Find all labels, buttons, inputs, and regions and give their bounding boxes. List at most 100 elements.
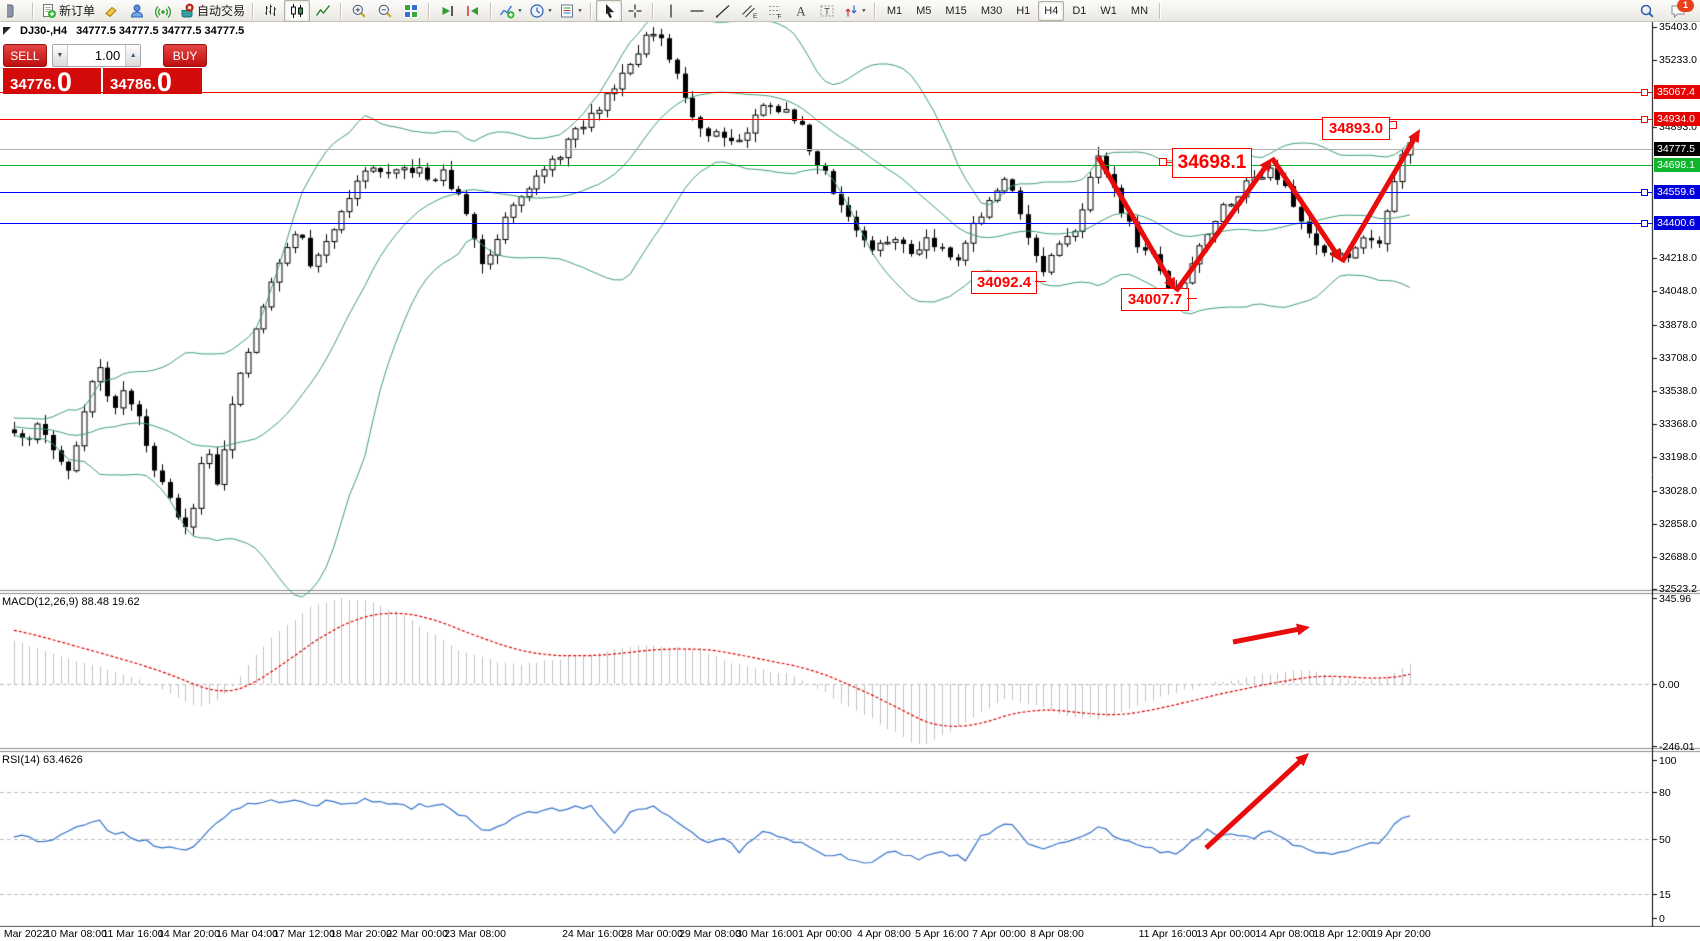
sell-button[interactable]: SELL xyxy=(3,44,47,67)
dropdown-caret-icon: ▼ xyxy=(860,8,867,13)
price-level-axis-label: 34934.0 xyxy=(1654,112,1700,126)
sell-price-display[interactable]: 34776. 0 xyxy=(3,68,101,96)
price-axis-tick-label: 32688.0 xyxy=(1659,551,1697,563)
metaeditor-button[interactable] xyxy=(98,0,124,22)
chart-title-bar: DJ30-,H4 34777.5 34777.5 34777.5 34777.5 xyxy=(3,25,244,37)
price-level-axis-label: 34559.6 xyxy=(1654,185,1700,199)
price-annotation-34893.0[interactable]: 34893.0 xyxy=(1322,117,1390,140)
equidistant-channel-icon: E xyxy=(741,3,757,19)
toolbar: 新订单 自动交易 ▼ ▼ ▼ E F A T ▼ M1 M5 M15 M30 H1 H4 D1 W1 MN 1 xyxy=(0,0,1700,22)
price-level-line-34777.5[interactable] xyxy=(0,148,1652,150)
toolbar-button-label: 新订单 xyxy=(59,3,96,18)
toolbar-separator xyxy=(873,2,876,19)
zoom-out-icon xyxy=(377,3,393,19)
autotrading-button[interactable]: 自动交易 xyxy=(176,0,248,22)
timeframe-w1-button[interactable]: W1 xyxy=(1100,4,1117,17)
toolbar-separator xyxy=(252,2,255,19)
timeframe-m30-button[interactable]: M30 xyxy=(980,4,1003,17)
new-order-button[interactable]: 新订单 xyxy=(38,0,98,22)
text-button[interactable]: A xyxy=(788,0,814,22)
toolbar-separator xyxy=(1159,2,1162,19)
indicators-button[interactable]: ▼ xyxy=(496,0,526,22)
tile-windows-button[interactable] xyxy=(398,0,424,22)
time-axis-label: 18 Apr 12:00 xyxy=(1313,928,1373,940)
window-fragment-icon xyxy=(7,3,23,19)
toolbar-button-label: 自动交易 xyxy=(197,3,246,18)
timeframe-mn-button[interactable]: MN xyxy=(1130,4,1149,17)
zoom-in-button[interactable] xyxy=(346,0,372,22)
indicators-icon xyxy=(499,3,515,19)
chat-button[interactable]: 1 xyxy=(1668,0,1694,21)
price-level-line-34559.6[interactable] xyxy=(0,191,1652,193)
macd-axis-tick-label: 0.00 xyxy=(1659,679,1680,691)
price-annotation-34007.7[interactable]: 34007.7 xyxy=(1121,288,1189,311)
metaeditor-icon xyxy=(103,3,119,19)
notification-badge: 1 xyxy=(1677,0,1694,12)
vertical-line-button[interactable] xyxy=(658,0,684,22)
bar-chart-button[interactable] xyxy=(258,0,284,22)
horizontal-line-icon xyxy=(689,3,705,19)
price-axis-tick-label: 33538.0 xyxy=(1659,385,1697,397)
volume-decrease-button[interactable]: ▼ xyxy=(52,45,68,66)
timeframe-h4-button[interactable]: H4 xyxy=(1038,0,1065,21)
volume-increase-button[interactable]: ▲ xyxy=(125,45,141,66)
text-label-button[interactable]: T xyxy=(814,0,840,22)
crosshair-button[interactable] xyxy=(622,0,648,22)
time-axis-label: 13 Apr 00:00 xyxy=(1196,928,1256,940)
auto-scroll-button[interactable] xyxy=(434,0,460,22)
timeframe-m5-button[interactable]: M5 xyxy=(916,4,932,17)
price-level-line-35067.4[interactable] xyxy=(0,91,1652,93)
toolbar-separator xyxy=(589,2,592,19)
buy-button[interactable]: BUY xyxy=(163,44,207,67)
level-line-handle xyxy=(1641,220,1648,227)
timeframe-m15-button[interactable]: M15 xyxy=(945,4,967,17)
line-chart-button[interactable] xyxy=(310,0,336,22)
price-level-line-34934.0[interactable] xyxy=(0,118,1652,120)
candlestick-chart-icon xyxy=(289,3,305,19)
fibonacci-button[interactable]: F xyxy=(762,0,788,22)
price-level-line-34698.1[interactable] xyxy=(0,164,1652,166)
horizontal-line-button[interactable] xyxy=(684,0,710,22)
svg-text:A: A xyxy=(796,3,806,18)
macd-axis-tick-label: 345.96 xyxy=(1659,593,1692,605)
arrows-button[interactable]: ▼ xyxy=(840,0,870,22)
buy-price-display[interactable]: 34786. 0 xyxy=(103,68,202,96)
cursor-button[interactable] xyxy=(595,0,622,22)
toolbar-separator xyxy=(651,2,654,19)
collapse-trade-panel-icon[interactable] xyxy=(3,27,11,35)
equidistant-channel-button[interactable]: E xyxy=(736,0,762,22)
timeframe-m1-button[interactable]: M1 xyxy=(886,4,903,17)
search-button[interactable] xyxy=(1634,0,1660,22)
time-axis[interactable]: Mar 2022 10 Mar 08:00 11 Mar 16:00 14 Mar 2… xyxy=(0,927,1700,941)
signals-button[interactable] xyxy=(150,0,176,22)
price-annotation-34698.1[interactable]: 34698.1 xyxy=(1172,148,1252,178)
time-axis-label: 30 Mar 16:00 xyxy=(736,928,798,940)
templates-icon xyxy=(559,3,575,19)
price-level-axis-label: 34698.1 xyxy=(1654,158,1700,172)
time-axis-label: 7 Apr 00:00 xyxy=(972,928,1026,940)
dropdown-caret-icon: ▼ xyxy=(576,8,583,13)
templates-button[interactable]: ▼ xyxy=(556,0,586,22)
zoom-out-button[interactable] xyxy=(372,0,398,22)
timeframe-h1-button[interactable]: H1 xyxy=(1016,4,1031,17)
community-icon xyxy=(129,3,145,19)
price-axis-tick-label: 34218.0 xyxy=(1659,252,1697,264)
level-line-handle xyxy=(1641,189,1648,196)
price-annotation-34092.4[interactable]: 34092.4 xyxy=(971,271,1037,294)
trendline-button[interactable] xyxy=(710,0,736,22)
candlestick-chart-button[interactable] xyxy=(284,0,311,22)
price-axis-tick-label: 35233.0 xyxy=(1659,54,1697,66)
timeframe-d1-button[interactable]: D1 xyxy=(1072,4,1087,17)
window-fragment-button[interactable] xyxy=(2,0,28,22)
toolbar-separator xyxy=(32,2,34,19)
chart-shift-button[interactable] xyxy=(460,0,486,22)
volume-value[interactable]: 1.00 xyxy=(94,48,121,63)
level-line-handle xyxy=(1641,116,1648,123)
community-button[interactable] xyxy=(124,0,150,22)
periods-button[interactable]: ▼ xyxy=(526,0,556,22)
time-axis-label: 14 Mar 20:00 xyxy=(158,928,220,940)
price-level-line-34400.6[interactable] xyxy=(0,222,1652,224)
rsi-axis-tick-label: 80 xyxy=(1659,787,1671,799)
zoom-in-icon xyxy=(351,3,367,19)
